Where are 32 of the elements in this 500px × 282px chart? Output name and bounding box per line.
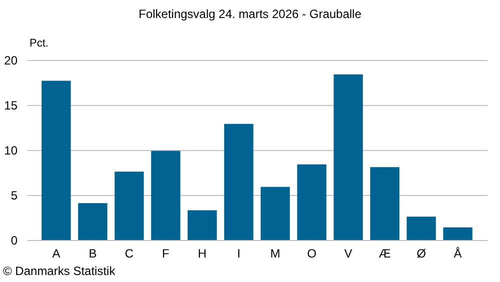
chart-title: Folketingsvalg 24. marts 2026 - Grauballe <box>138 7 362 21</box>
x-tick-label: A <box>52 246 60 260</box>
x-tick-label: B <box>88 246 97 260</box>
x-tick-label: F <box>162 246 170 260</box>
y-tick-label: 10 <box>4 144 18 158</box>
bar <box>334 74 363 240</box>
x-tick-label: H <box>198 246 207 260</box>
x-tick-label: M <box>270 246 280 260</box>
x-tick-label: C <box>124 246 134 260</box>
x-tick-label: O <box>307 246 316 260</box>
text: © Danmarks Statistik <box>3 264 116 278</box>
y-tick-label: 5 <box>10 188 18 202</box>
bar <box>443 227 472 240</box>
y-tick-label: 20 <box>4 54 18 68</box>
x-tick-label: I <box>237 246 240 260</box>
bar <box>42 80 71 240</box>
bar <box>78 203 108 240</box>
x-tick-label: Æ <box>378 246 391 260</box>
bar <box>260 186 290 240</box>
x-tick-label: V <box>344 246 352 260</box>
y-axis-title: Pct. <box>30 38 48 50</box>
bar <box>297 164 326 240</box>
bar <box>224 124 254 240</box>
y-tick-label: 15 <box>4 98 18 112</box>
x-tick-label: Å <box>454 246 462 260</box>
bar <box>151 150 180 240</box>
bar <box>406 216 436 240</box>
bar <box>114 172 144 240</box>
x-tick-label: Ø <box>416 246 426 260</box>
bar <box>370 167 400 240</box>
bar <box>188 210 217 240</box>
y-tick-label: 0 <box>10 234 18 248</box>
